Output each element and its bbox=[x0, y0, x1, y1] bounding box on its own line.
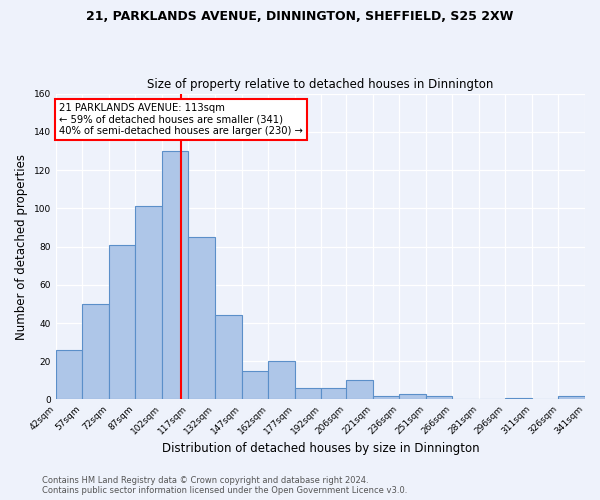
Bar bbox=[399, 394, 425, 400]
Bar bbox=[56, 350, 82, 400]
Y-axis label: Number of detached properties: Number of detached properties bbox=[15, 154, 28, 340]
X-axis label: Distribution of detached houses by size in Dinnington: Distribution of detached houses by size … bbox=[161, 442, 479, 455]
Bar bbox=[162, 151, 188, 400]
Bar bbox=[425, 396, 452, 400]
Bar bbox=[268, 362, 295, 400]
Bar bbox=[188, 237, 215, 400]
Bar bbox=[559, 396, 585, 400]
Bar bbox=[505, 398, 532, 400]
Bar bbox=[321, 388, 348, 400]
Text: 21, PARKLANDS AVENUE, DINNINGTON, SHEFFIELD, S25 2XW: 21, PARKLANDS AVENUE, DINNINGTON, SHEFFI… bbox=[86, 10, 514, 23]
Title: Size of property relative to detached houses in Dinnington: Size of property relative to detached ho… bbox=[147, 78, 494, 91]
Bar bbox=[82, 304, 109, 400]
Text: Contains HM Land Registry data © Crown copyright and database right 2024.
Contai: Contains HM Land Registry data © Crown c… bbox=[42, 476, 407, 495]
Bar bbox=[136, 206, 162, 400]
Bar bbox=[215, 316, 242, 400]
Bar bbox=[346, 380, 373, 400]
Bar bbox=[373, 396, 399, 400]
Bar bbox=[242, 371, 268, 400]
Bar bbox=[109, 244, 136, 400]
Text: 21 PARKLANDS AVENUE: 113sqm
← 59% of detached houses are smaller (341)
40% of se: 21 PARKLANDS AVENUE: 113sqm ← 59% of det… bbox=[59, 103, 303, 136]
Bar bbox=[295, 388, 321, 400]
